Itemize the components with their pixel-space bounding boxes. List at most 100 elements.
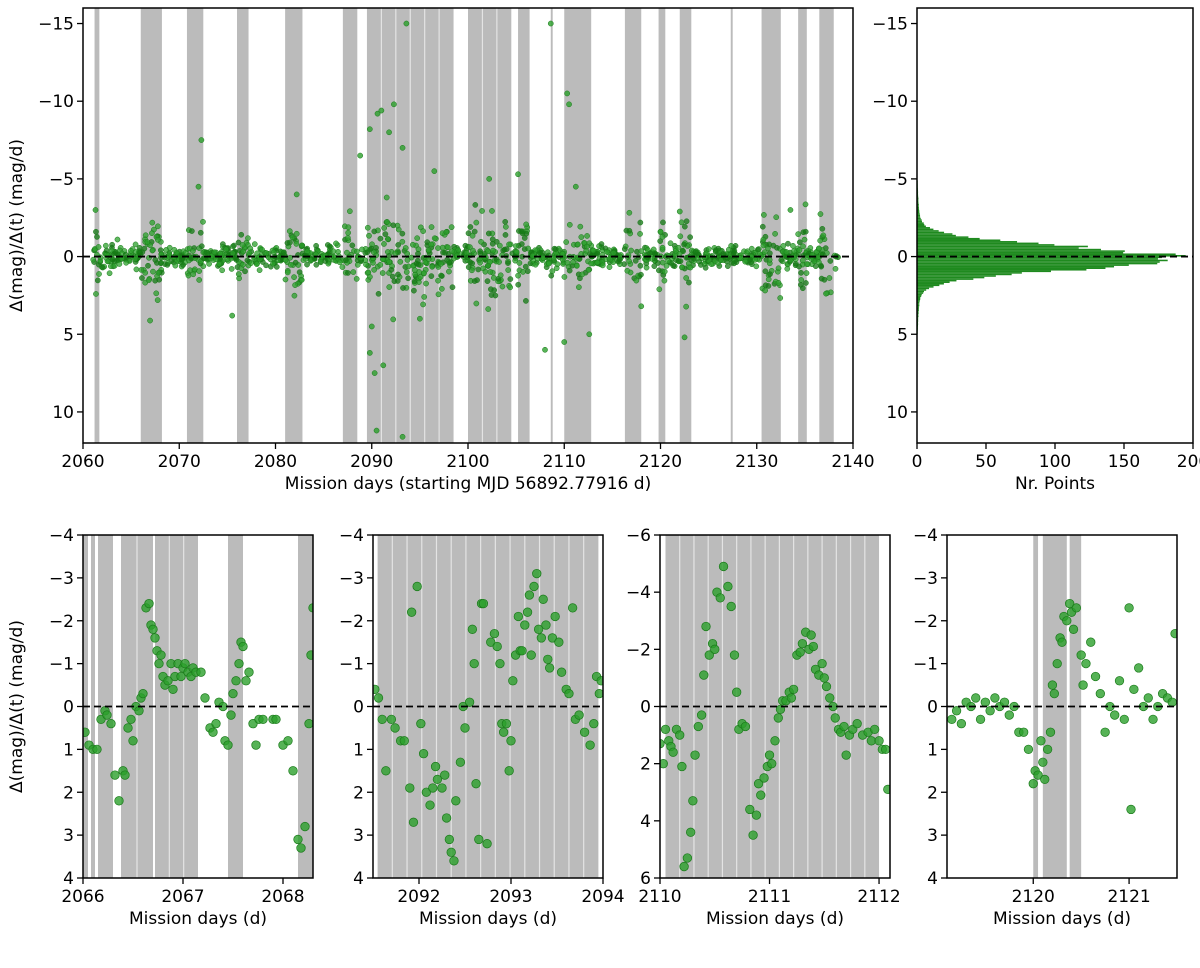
hist-bar — [917, 234, 956, 237]
hist-bar — [917, 205, 919, 207]
hist-bar — [917, 233, 953, 235]
data-point — [259, 246, 265, 253]
zoom-4-panel: 2120 2121 −4 −3 −2 −1 0 1 2 3 4 Mission days (d) — [913, 526, 1178, 929]
data-point — [95, 244, 102, 250]
data-point — [431, 235, 438, 242]
data-point — [676, 250, 683, 257]
data-point — [1052, 658, 1062, 669]
data-point — [106, 719, 116, 729]
data-point — [624, 267, 631, 274]
data-point — [244, 257, 251, 264]
data-point — [239, 242, 246, 248]
data-point — [505, 260, 511, 266]
x-tick-label: 2100 — [446, 452, 489, 472]
data-point — [801, 236, 808, 243]
data-point — [414, 235, 421, 242]
hist-bar — [917, 206, 919, 209]
data-point — [817, 237, 824, 244]
data-point — [291, 292, 298, 299]
y-tick-label: −10 — [38, 92, 74, 112]
data-point — [472, 202, 479, 208]
data-point — [280, 249, 287, 256]
data-point — [594, 259, 601, 266]
y-tick-label: −4 — [626, 583, 651, 603]
data-point — [804, 254, 811, 261]
hist-bar — [917, 230, 939, 232]
data-point — [345, 224, 352, 231]
zoom-1-plot-area — [83, 535, 313, 878]
data-point — [93, 291, 99, 297]
x-tick-label: 50 — [975, 452, 997, 472]
hist-bar — [917, 222, 924, 224]
data-point — [659, 259, 666, 266]
histogram-frame — [916, 7, 1194, 444]
hist-bar — [917, 209, 920, 212]
data-point — [502, 232, 509, 238]
data-point — [155, 223, 161, 230]
y-tick-label: 0 — [63, 248, 74, 268]
data-point — [428, 783, 438, 793]
data-point — [345, 270, 351, 276]
data-point — [505, 267, 512, 273]
data-point — [415, 250, 421, 257]
data-point — [270, 260, 276, 267]
data-point — [1068, 624, 1079, 634]
data-point — [206, 260, 212, 267]
data-point — [390, 316, 397, 323]
hist-bar — [917, 287, 930, 290]
y-tick-label: −3 — [913, 569, 938, 589]
zoom-2-plot-area — [373, 535, 603, 878]
y-tick-label: 1 — [63, 740, 74, 760]
hist-bar — [917, 262, 1158, 265]
data-point — [578, 234, 585, 240]
data-point — [166, 244, 173, 251]
data-point — [498, 727, 509, 737]
data-point — [561, 274, 568, 280]
y-tick-label: −4 — [49, 526, 74, 546]
data-point — [153, 290, 160, 297]
data-point — [496, 242, 503, 249]
data-point — [163, 676, 173, 686]
data-point — [155, 237, 161, 243]
data-point — [688, 796, 698, 806]
x-tick-label: 2120 — [1012, 887, 1055, 907]
data-point — [397, 258, 404, 265]
data-point — [759, 223, 766, 230]
data-point — [515, 281, 522, 288]
data-point — [520, 620, 530, 630]
data-point — [675, 258, 682, 265]
data-point — [412, 267, 418, 274]
y-tick-label: 5 — [63, 325, 74, 345]
hist-bar — [917, 239, 1001, 242]
data-point — [238, 641, 248, 652]
data-point — [760, 236, 767, 243]
data-point — [547, 20, 554, 27]
data-point — [550, 611, 560, 622]
data-point — [141, 245, 148, 252]
data-point — [799, 285, 806, 292]
hist-bar — [917, 261, 1160, 263]
data-point — [626, 209, 633, 216]
data-point — [574, 710, 584, 720]
data-point — [93, 228, 99, 235]
data-point — [660, 724, 671, 735]
data-point — [1126, 804, 1136, 815]
data-point — [603, 249, 610, 255]
data-point — [1049, 688, 1059, 699]
data-point — [386, 253, 392, 259]
data-point — [374, 110, 381, 117]
data-point — [217, 250, 224, 257]
shaded-region — [1069, 535, 1082, 878]
data-point — [726, 601, 736, 612]
data-point — [211, 249, 218, 256]
data-point — [211, 719, 221, 729]
data-point — [154, 658, 164, 669]
y-tick-label: −5 — [883, 170, 908, 190]
data-point — [559, 250, 566, 257]
data-point — [788, 684, 799, 694]
data-point — [379, 270, 386, 276]
data-point — [523, 221, 529, 228]
data-point — [502, 218, 509, 225]
data-point — [473, 300, 480, 307]
